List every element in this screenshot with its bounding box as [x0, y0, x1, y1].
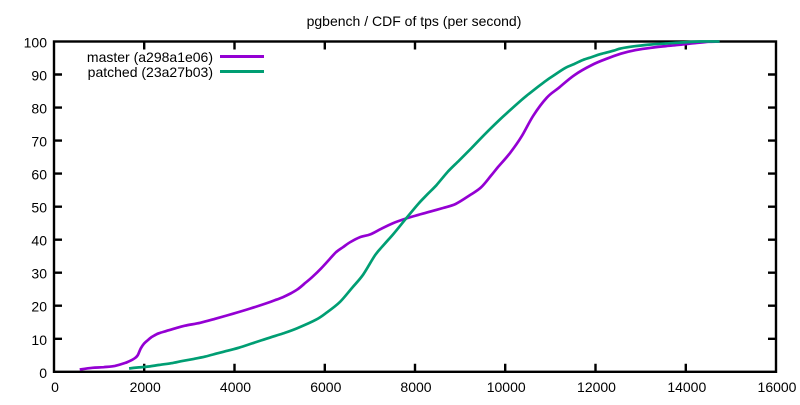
svg-text:pgbench / CDF of tps (per seco: pgbench / CDF of tps (per second) — [307, 13, 522, 29]
svg-text:40: 40 — [31, 233, 47, 249]
svg-text:10000: 10000 — [487, 379, 526, 395]
svg-text:patched (23a27b03): patched (23a27b03) — [88, 64, 213, 80]
svg-text:4000: 4000 — [220, 379, 251, 395]
svg-text:20: 20 — [31, 299, 47, 315]
svg-text:60: 60 — [31, 167, 47, 183]
svg-text:master (a298a1e06): master (a298a1e06) — [87, 49, 213, 65]
svg-text:8000: 8000 — [400, 379, 431, 395]
svg-text:12000: 12000 — [577, 379, 616, 395]
svg-text:6000: 6000 — [310, 379, 341, 395]
svg-text:16000: 16000 — [758, 379, 797, 395]
svg-text:14000: 14000 — [667, 379, 706, 395]
svg-text:2000: 2000 — [130, 379, 161, 395]
svg-text:80: 80 — [31, 101, 47, 117]
svg-text:50: 50 — [31, 200, 47, 216]
svg-text:70: 70 — [31, 134, 47, 150]
svg-text:30: 30 — [31, 266, 47, 282]
svg-text:0: 0 — [39, 365, 47, 381]
svg-text:100: 100 — [24, 35, 48, 51]
svg-text:10: 10 — [31, 332, 47, 348]
svg-text:90: 90 — [31, 68, 47, 84]
svg-text:0: 0 — [51, 379, 59, 395]
